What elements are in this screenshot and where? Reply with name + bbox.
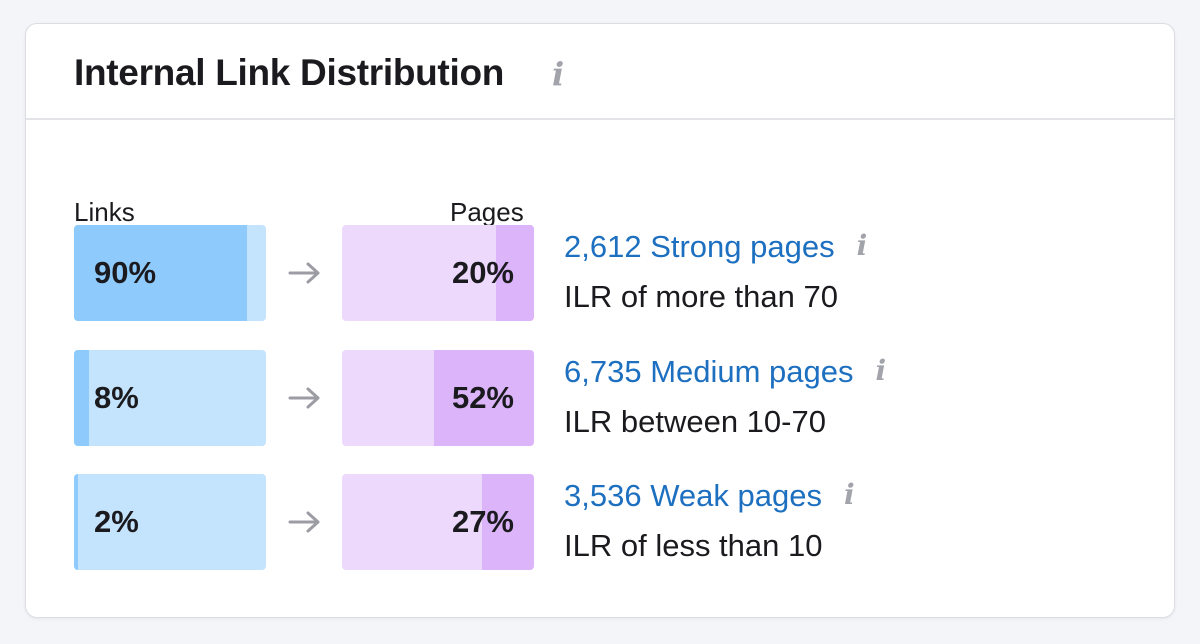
pages-percent: 27%: [451, 504, 514, 539]
pages-column-label: Pages: [450, 197, 524, 227]
links-percent: 2%: [94, 504, 139, 539]
pages-bar-fill: [482, 474, 534, 570]
arrow-right-icon: [288, 387, 320, 409]
links-bar: 90%: [74, 225, 266, 321]
info-icon[interactable]: i: [856, 229, 868, 262]
info-icon[interactable]: i: [843, 478, 855, 511]
links-percent: 8%: [94, 380, 139, 415]
pages-percent: 20%: [451, 255, 514, 290]
pages-bar: 20%: [342, 225, 534, 321]
links-bar-fill: [74, 350, 90, 446]
info-icon[interactable]: i: [875, 354, 887, 387]
links-percent: 90%: [94, 255, 157, 290]
arrow-right-icon: [288, 262, 320, 284]
links-bar-fill: [74, 225, 247, 321]
ilr-description: ILR of less than 10: [564, 528, 823, 563]
links-bar: 2%: [74, 474, 266, 570]
pages-bar: 27%: [342, 474, 534, 570]
row-description: 3,536 Weak pages i ILR of less than 10: [564, 478, 855, 564]
card-title: Internal Link Distribution: [74, 52, 505, 93]
strong-pages-link[interactable]: 2,612 Strong pages: [564, 229, 835, 264]
card-header: Internal Link Distribution i: [26, 24, 1174, 120]
info-icon[interactable]: i: [552, 55, 565, 93]
internal-link-distribution-card: Internal Link Distribution i Links Pages…: [25, 23, 1175, 618]
pages-bar-fill: [434, 350, 534, 446]
links-bar-fill: [74, 474, 78, 570]
weak-pages-row: 2% 27% 3,536 Weak pages i ILR of less tha…: [26, 474, 1174, 570]
weak-pages-link[interactable]: 3,536 Weak pages: [564, 478, 822, 513]
ilr-description: ILR of more than 70: [564, 279, 838, 314]
arrow-right-icon: [288, 511, 320, 533]
pages-percent: 52%: [451, 380, 514, 415]
medium-pages-row: 8% 52% 6,735 Medium pages i ILR between 1…: [26, 350, 1174, 446]
ilr-description: ILR between 10-70: [564, 404, 826, 439]
row-description: 6,735 Medium pages i ILR between 10-70: [564, 354, 886, 440]
links-column-label: Links: [74, 197, 135, 227]
pages-bar-fill: [495, 225, 534, 321]
pages-bar: 52%: [342, 350, 534, 446]
strong-pages-row: 90% 20% 2,612 Strong pages i ILR of more …: [26, 225, 1174, 321]
links-bar: 8%: [74, 350, 266, 446]
medium-pages-link[interactable]: 6,735 Medium pages: [564, 354, 854, 389]
row-description: 2,612 Strong pages i ILR of more than 70: [564, 229, 867, 315]
